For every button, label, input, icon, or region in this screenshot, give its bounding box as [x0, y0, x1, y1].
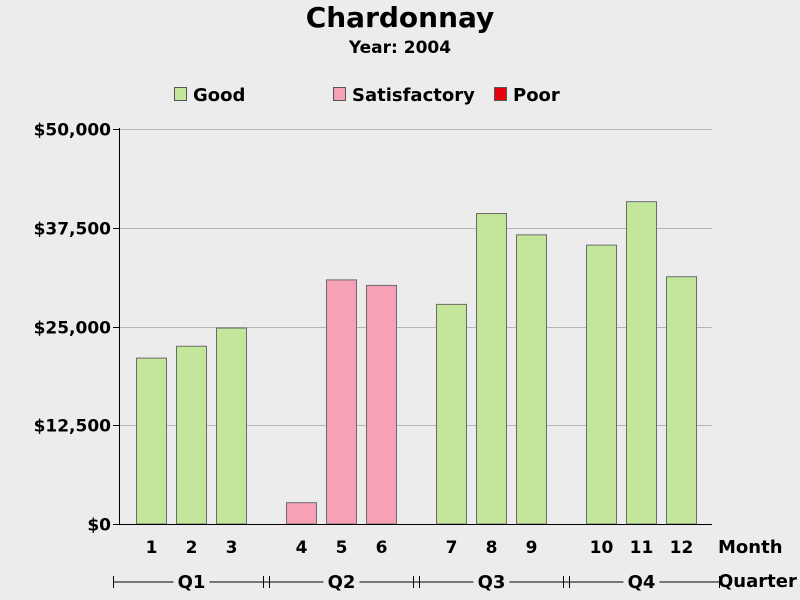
x-tick-label: 9	[526, 538, 538, 558]
bar-month-9	[516, 234, 547, 525]
gridlines	[120, 129, 712, 426]
group-label-q4: Q4	[628, 572, 656, 593]
legend-swatch-satisfactory	[333, 87, 346, 101]
x-tick-label: 1	[146, 538, 158, 558]
legend-label-satisfactory: Satisfactory	[352, 85, 475, 106]
x-axis-ticks: 1 2 3 4 5 6 7 8 9 10 11 12	[146, 538, 694, 558]
bars	[136, 201, 697, 525]
x-tick-label: 12	[670, 538, 694, 558]
bar-month-3	[216, 327, 247, 525]
chart-title: Chardonnay	[306, 1, 495, 34]
bar-month-8	[476, 213, 507, 525]
y-tick-label: $12,500	[34, 417, 112, 437]
bar-month-11	[626, 201, 657, 525]
y-tick-label: $25,000	[34, 319, 112, 339]
x-tick-label: 10	[590, 538, 614, 558]
x-tick-label: 6	[376, 538, 388, 558]
legend-label-poor: Poor	[513, 85, 560, 106]
bar-month-5	[326, 279, 357, 525]
x-tick-label: 8	[486, 538, 498, 558]
legend-swatch-poor	[494, 87, 507, 101]
bar-month-10	[586, 244, 617, 525]
legend-label-good: Good	[193, 85, 245, 106]
bar-month-6	[366, 284, 397, 525]
x-tick-label: 11	[630, 538, 654, 558]
bar-month-2	[176, 345, 207, 525]
bar-month-7	[436, 303, 467, 525]
y-tick-label: $50,000	[34, 121, 112, 141]
x-tick-label: 4	[296, 538, 308, 558]
bar-month-12	[666, 276, 697, 525]
bar-month-1	[136, 357, 167, 525]
chart-subtitle: Year: 2004	[348, 38, 451, 58]
legend: Good Satisfactory Poor	[174, 85, 560, 106]
group-label-q1: Q1	[178, 572, 206, 593]
group-label-q2: Q2	[328, 572, 356, 593]
x-tick-label: 3	[226, 538, 238, 558]
legend-swatch-good	[174, 87, 187, 101]
y-tick-label: $37,500	[34, 220, 112, 240]
x-tick-label: 2	[186, 538, 198, 558]
group-axis-label: Quarter	[718, 571, 797, 592]
x-tick-label: 7	[446, 538, 458, 558]
y-tick-label: $0	[87, 516, 111, 536]
bar-month-4	[286, 502, 317, 525]
quarter-groups: Q1 Q2 Q3 Q4	[113, 572, 720, 593]
group-label-q3: Q3	[478, 572, 506, 593]
x-tick-label: 5	[336, 538, 348, 558]
x-axis-label: Month	[718, 537, 783, 558]
y-axis-ticks: $0 $12,500 $25,000 $37,500 $50,000	[34, 121, 120, 536]
